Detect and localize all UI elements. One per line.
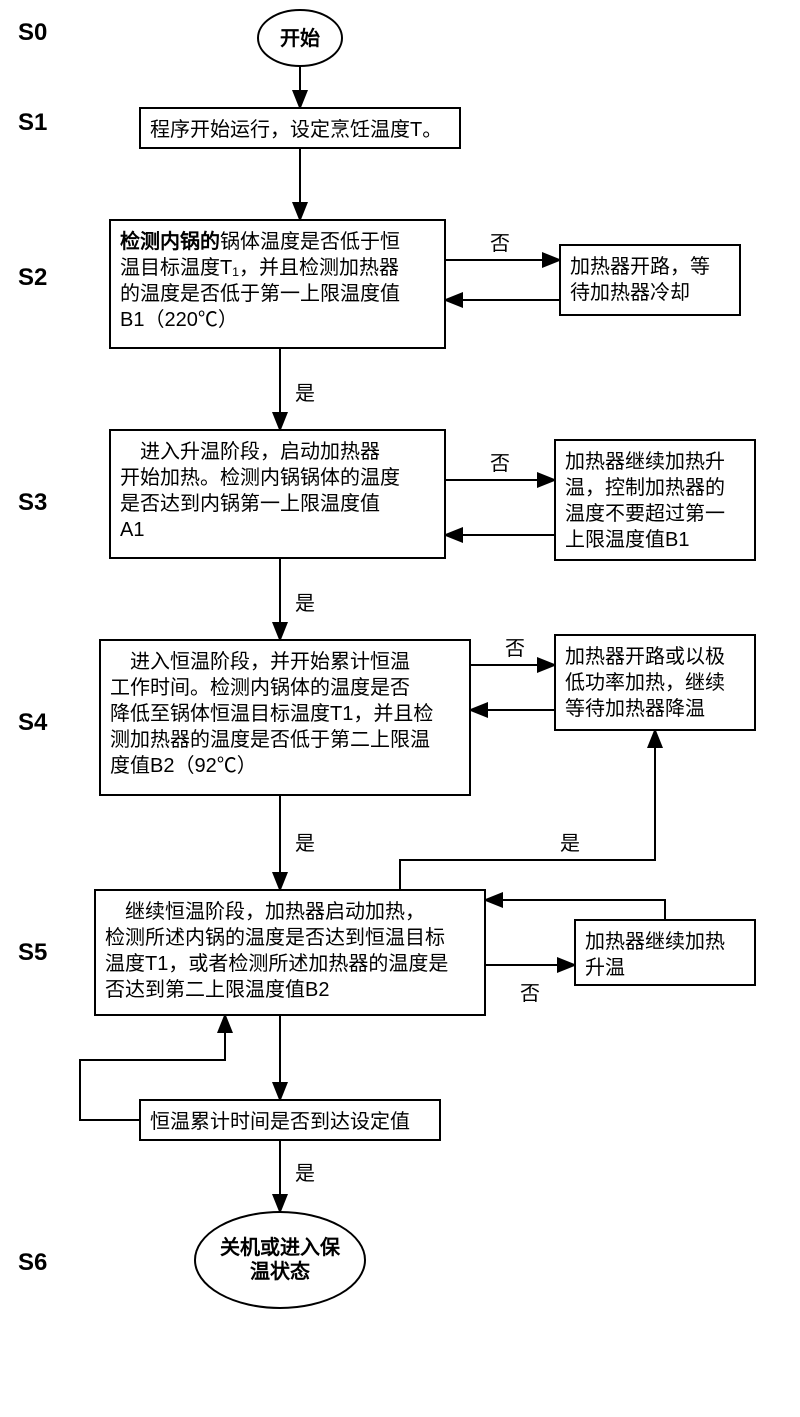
arrow-11: 否 bbox=[485, 965, 575, 1005]
svg-text:是: 是 bbox=[295, 833, 315, 855]
svg-text:等待加热器降温: 等待加热器降温 bbox=[565, 697, 705, 720]
svg-text:B1（220℃）: B1（220℃） bbox=[120, 308, 238, 331]
svg-text:是: 是 bbox=[295, 383, 315, 405]
arrow-2: 否 bbox=[445, 233, 560, 260]
node-s5_box: 继续恒温阶段，加热器启动加热， 检测所述内锅的温度是否达到恒温目标温度T1，或者检… bbox=[95, 890, 485, 1015]
arrow-4: 是 bbox=[280, 348, 315, 430]
svg-text:S0: S0 bbox=[18, 19, 47, 46]
svg-text:开始: 开始 bbox=[280, 26, 320, 50]
arrow-8: 否 bbox=[470, 638, 555, 665]
svg-text:开始加热。检测内锅锅体的温度: 开始加热。检测内锅锅体的温度 bbox=[120, 466, 400, 489]
svg-text:升温: 升温 bbox=[585, 956, 625, 979]
svg-text:工作时间。检测内锅体的温度是否: 工作时间。检测内锅体的温度是否 bbox=[110, 676, 410, 699]
node-s4_box: 进入恒温阶段，并开始累计恒温工作时间。检测内锅体的温度是否降低至锅体恒温目标温度… bbox=[100, 640, 470, 795]
path-1 bbox=[485, 900, 665, 920]
svg-text:加热器继续加热升: 加热器继续加热升 bbox=[565, 450, 725, 473]
svg-text:的温度是否低于第一上限温度值: 的温度是否低于第一上限温度值 bbox=[120, 282, 400, 305]
svg-text:S4: S4 bbox=[18, 709, 48, 736]
svg-text:加热器开路或以极: 加热器开路或以极 bbox=[565, 645, 725, 668]
svg-text:S5: S5 bbox=[18, 939, 47, 966]
svg-text:进入恒温阶段，并开始累计恒温: 进入恒温阶段，并开始累计恒温 bbox=[110, 650, 410, 673]
arrow-7: 是 bbox=[280, 558, 315, 640]
svg-text:关机或进入保: 关机或进入保 bbox=[220, 1235, 341, 1259]
svg-text:恒温累计时间是否到达设定值: 恒温累计时间是否到达设定值 bbox=[150, 1110, 410, 1133]
svg-text:测加热器的温度是否低于第二上限温: 测加热器的温度是否低于第二上限温 bbox=[110, 728, 430, 751]
svg-text:温状态: 温状态 bbox=[250, 1259, 310, 1283]
node-end: 关机或进入保温状态 bbox=[195, 1212, 365, 1308]
svg-text:度值B2（92℃）: 度值B2（92℃） bbox=[110, 754, 257, 777]
svg-text:S6: S6 bbox=[18, 1249, 47, 1276]
svg-text:待加热器冷却: 待加热器冷却 bbox=[570, 281, 690, 304]
svg-text:是否达到内锅第一上限温度值: 是否达到内锅第一上限温度值 bbox=[120, 492, 380, 515]
node-s4_side: 加热器开路或以极低功率加热，继续等待加热器降温 bbox=[555, 635, 755, 730]
node-s1_box: 程序开始运行，设定烹饪温度T。 bbox=[140, 108, 460, 148]
svg-text:低功率加热，继续: 低功率加热，继续 bbox=[565, 671, 725, 694]
arrow-5: 否 bbox=[445, 453, 555, 480]
node-s2_side: 加热器开路，等待加热器冷却 bbox=[560, 245, 740, 315]
svg-text:否达到第二上限温度值B2: 否达到第二上限温度值B2 bbox=[105, 978, 329, 1001]
svg-text:温度不要超过第一: 温度不要超过第一 bbox=[565, 502, 725, 525]
svg-text:降低至锅体恒温目标温度T1，并且检: 降低至锅体恒温目标温度T1，并且检 bbox=[110, 702, 433, 725]
svg-text:是: 是 bbox=[295, 593, 315, 615]
svg-text:继续恒温阶段，加热器启动加热，: 继续恒温阶段，加热器启动加热， bbox=[105, 900, 425, 923]
svg-text:加热器开路，等: 加热器开路，等 bbox=[570, 255, 710, 278]
svg-text:否: 否 bbox=[520, 983, 540, 1005]
node-s3_box: 进入升温阶段，启动加热器开始加热。检测内锅锅体的温度是否达到内锅第一上限温度值 A… bbox=[110, 430, 445, 558]
svg-text:否: 否 bbox=[505, 638, 525, 660]
arrow-10: 是 bbox=[280, 795, 315, 890]
svg-text:是: 是 bbox=[560, 833, 580, 855]
svg-text:是: 是 bbox=[295, 1163, 315, 1185]
svg-text:检测内锅的锅体温度是否低于恒: 检测内锅的锅体温度是否低于恒 bbox=[120, 229, 400, 253]
svg-text:S3: S3 bbox=[18, 489, 47, 516]
svg-text:S1: S1 bbox=[18, 109, 47, 136]
node-s5_side: 加热器继续加热升温 bbox=[575, 920, 755, 985]
node-start: 开始 bbox=[258, 10, 342, 66]
svg-text:否: 否 bbox=[490, 233, 510, 255]
svg-text:上限温度值B1: 上限温度值B1 bbox=[565, 528, 689, 551]
svg-text:加热器继续加热: 加热器继续加热 bbox=[585, 930, 725, 953]
svg-text:温度T1，或者检测所述加热器的温度是: 温度T1，或者检测所述加热器的温度是 bbox=[105, 952, 448, 975]
svg-text:温目标温度T₁，并且检测加热器: 温目标温度T₁，并且检测加热器 bbox=[120, 256, 399, 279]
svg-text:A1: A1 bbox=[120, 519, 144, 541]
svg-text:S2: S2 bbox=[18, 264, 47, 291]
svg-text:程序开始运行，设定烹饪温度T。: 程序开始运行，设定烹饪温度T。 bbox=[150, 118, 442, 141]
svg-text:检测所述内锅的温度是否达到恒温目标: 检测所述内锅的温度是否达到恒温目标 bbox=[105, 926, 445, 949]
node-s3_side: 加热器继续加热升温，控制加热器的温度不要超过第一上限温度值B1 bbox=[555, 440, 755, 560]
svg-text:否: 否 bbox=[490, 453, 510, 475]
svg-text:温，控制加热器的: 温，控制加热器的 bbox=[565, 476, 725, 499]
arrow-13: 是 bbox=[280, 1140, 315, 1212]
node-s5_timer: 恒温累计时间是否到达设定值 bbox=[140, 1100, 440, 1140]
svg-text:进入升温阶段，启动加热器: 进入升温阶段，启动加热器 bbox=[120, 440, 380, 463]
node-s2_box: 检测内锅的锅体温度是否低于恒温目标温度T₁，并且检测加热器的温度是否低于第一上限… bbox=[110, 220, 445, 348]
